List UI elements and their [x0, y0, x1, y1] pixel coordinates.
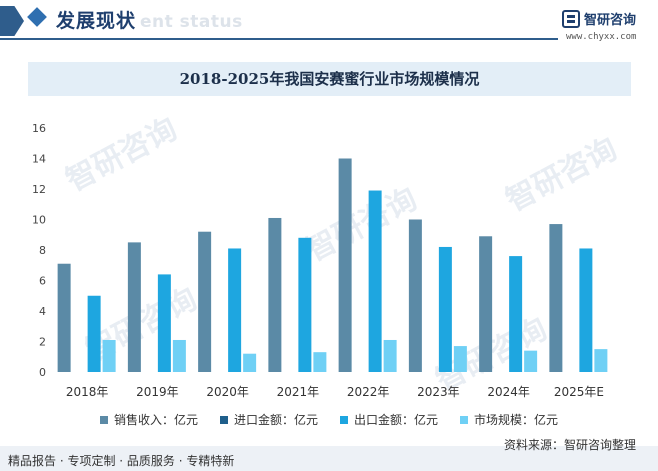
chart-title-band [28, 62, 631, 96]
bar [102, 339, 116, 372]
y-tick-label: 10 [32, 214, 46, 227]
bar [549, 224, 563, 372]
bar [298, 237, 312, 372]
bar [509, 256, 523, 372]
x-tick-label: 2018年 [66, 385, 109, 399]
page-title: 发展现状 [56, 10, 137, 32]
legend-label: 市场规模：亿元 [474, 413, 559, 427]
bar [172, 339, 186, 372]
logo-icon [562, 10, 580, 28]
bar [198, 231, 212, 372]
y-tick-label: 12 [32, 183, 46, 196]
bar [127, 242, 141, 372]
legend-item: 市场规模：亿元 [460, 411, 558, 428]
bar [268, 217, 282, 372]
bar [579, 248, 593, 372]
legend-item: 销售收入：亿元 [100, 411, 198, 428]
chart-legend: 销售收入：亿元 进口金额：亿元 出口金额：亿元 市场规模：亿元 [100, 411, 580, 428]
y-tick-label: 2 [39, 336, 46, 349]
bar [57, 263, 71, 372]
x-tick-label: 2022年 [347, 385, 390, 399]
legend-label: 销售收入：亿元 [114, 413, 199, 427]
bar [368, 190, 382, 372]
legend-label: 出口金额：亿元 [354, 413, 439, 427]
bar [338, 158, 352, 372]
x-tick-label: 2024年 [487, 385, 530, 399]
x-tick-label: 2025年E [554, 385, 604, 399]
legend-label: 进口金额：亿元 [234, 413, 319, 427]
y-tick-label: 6 [39, 275, 46, 288]
y-tick-label: 14 [32, 153, 46, 166]
y-tick-label: 4 [39, 305, 46, 318]
y-tick-label: 0 [39, 366, 46, 379]
bar [479, 236, 493, 372]
bar [157, 274, 171, 372]
x-tick-label: 2021年 [277, 385, 320, 399]
footer-tags: 精品报告 · 专项定制 · 品质服务 · 专精特新 [8, 454, 235, 468]
y-tick-label: 8 [39, 244, 46, 257]
logo-name: 智研咨询 [584, 13, 637, 28]
bar [243, 353, 257, 372]
bar [408, 219, 422, 372]
bar [453, 346, 467, 372]
bar [87, 295, 101, 372]
bar [313, 352, 327, 372]
bar [524, 350, 538, 372]
bar [438, 246, 452, 372]
bar [228, 248, 242, 372]
source-note: 资料来源：智研咨询整理 [504, 438, 637, 452]
x-tick-label: 2023年 [417, 385, 460, 399]
bar [594, 349, 608, 372]
y-tick-label: 16 [32, 122, 46, 135]
bar [383, 339, 397, 372]
logo-url: www.chyxx.com [566, 32, 637, 42]
legend-swatch [220, 415, 229, 424]
legend-swatch [100, 415, 108, 424]
header-subtitle: ent status [140, 12, 243, 32]
x-tick-label: 2020年 [206, 385, 249, 399]
legend-swatch [460, 415, 469, 424]
x-tick-label: 2019年 [136, 385, 179, 399]
legend-item: 出口金额：亿元 [340, 411, 438, 428]
chart-title: 2018-2025年我国安赛蜜行业市场规模情况 [179, 70, 480, 88]
footer-band [0, 446, 658, 471]
header-divider [0, 38, 558, 40]
legend-swatch [340, 415, 349, 424]
legend-item: 进口金额：亿元 [220, 411, 318, 428]
